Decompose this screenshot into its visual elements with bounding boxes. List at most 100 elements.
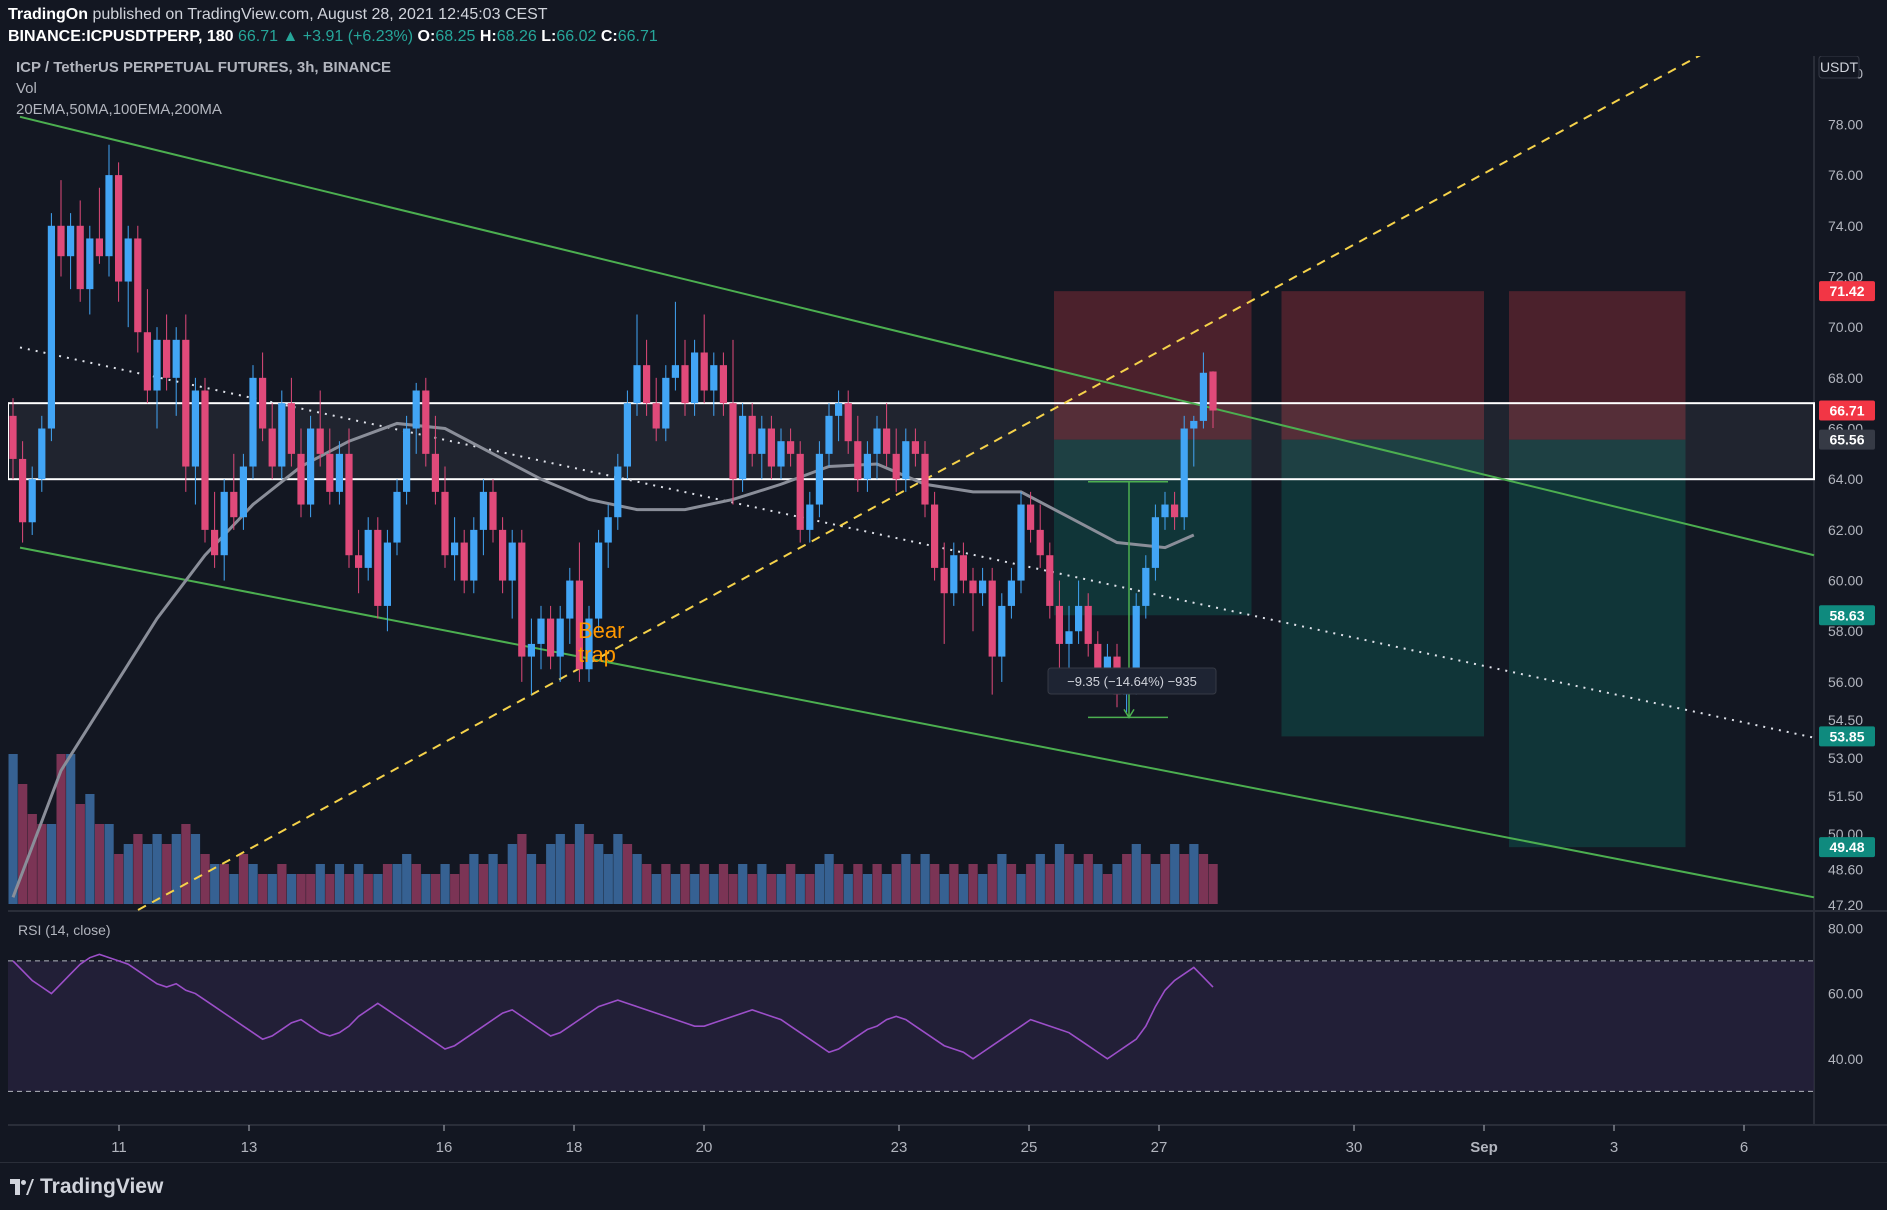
candle-body bbox=[892, 453, 900, 480]
volume-bar bbox=[987, 864, 997, 904]
candle-body bbox=[47, 225, 55, 429]
volume-bar bbox=[1170, 844, 1180, 904]
volume-bar bbox=[968, 864, 978, 904]
volume-bar bbox=[690, 874, 700, 904]
candle-body bbox=[671, 365, 679, 378]
volume-bar bbox=[8, 754, 18, 904]
volume-bar bbox=[795, 874, 805, 904]
volume-bar bbox=[757, 864, 767, 904]
candle-body bbox=[278, 403, 286, 467]
candle-body bbox=[652, 403, 660, 429]
dotted-trend-line bbox=[19, 346, 1815, 739]
candle-body bbox=[1161, 504, 1169, 518]
candle-body bbox=[585, 618, 593, 670]
candle-body bbox=[220, 491, 228, 556]
price-change: +3.91 (+6.23%) bbox=[302, 28, 414, 45]
candle-body bbox=[998, 605, 1006, 657]
candle-body bbox=[748, 415, 756, 454]
candle-body bbox=[268, 428, 276, 467]
price-tick-label: 54.50 bbox=[1828, 712, 1863, 728]
volume-bar bbox=[421, 874, 431, 904]
volume-bar bbox=[939, 874, 949, 904]
volume-bar bbox=[536, 864, 546, 904]
candle-body bbox=[153, 339, 161, 391]
candle-body bbox=[777, 441, 785, 467]
candle-body bbox=[1190, 420, 1198, 429]
price-tick-label: 72.00 bbox=[1828, 268, 1863, 284]
volume-bar bbox=[699, 864, 709, 904]
volume-bar bbox=[248, 864, 258, 904]
volume-bar bbox=[190, 834, 201, 904]
measure-label: −9.35 (−14.64%) −935 bbox=[1067, 674, 1197, 689]
tradingview-logo[interactable]: TradingView bbox=[10, 1175, 163, 1199]
volume-bar bbox=[584, 834, 594, 904]
candle-body bbox=[143, 332, 151, 391]
volume-bar bbox=[949, 864, 959, 904]
low-label: L: bbox=[541, 28, 557, 45]
candle-body bbox=[115, 175, 123, 282]
volume-bar bbox=[738, 864, 748, 904]
volume-bar bbox=[1016, 874, 1026, 904]
candle-body bbox=[566, 580, 574, 619]
volume-bar bbox=[94, 824, 105, 904]
volume-bar bbox=[728, 874, 738, 904]
volume-bar bbox=[507, 844, 517, 904]
volume-bar bbox=[776, 874, 786, 904]
take-profit-zone bbox=[1509, 439, 1686, 848]
candle-body bbox=[662, 377, 670, 429]
volume-bar bbox=[718, 864, 729, 904]
volume-bar bbox=[862, 874, 873, 904]
volume-bar bbox=[402, 854, 412, 904]
candle-body bbox=[86, 238, 94, 290]
price-badge bbox=[1819, 429, 1875, 450]
rsi-legend: RSI (14, close) bbox=[18, 922, 111, 938]
volume-bar bbox=[632, 854, 642, 904]
candle-body bbox=[508, 542, 516, 581]
price-tick-label: 62.00 bbox=[1828, 522, 1863, 538]
candle-body bbox=[19, 458, 27, 523]
candle-body bbox=[1199, 372, 1207, 421]
rsi-tick-label: 80.00 bbox=[1828, 920, 1863, 936]
candle-body bbox=[1094, 643, 1102, 670]
volume-bar bbox=[1198, 854, 1209, 904]
candle-body bbox=[883, 428, 891, 454]
candle-body bbox=[422, 390, 430, 454]
volume-bar bbox=[459, 864, 469, 904]
stop-loss-zone bbox=[1054, 291, 1252, 440]
volume-bar bbox=[709, 874, 719, 904]
time-tick-label: 23 bbox=[891, 1139, 908, 1156]
candle-body bbox=[950, 555, 958, 594]
volume-bar bbox=[1074, 864, 1084, 904]
volume-bar bbox=[651, 874, 661, 904]
volume-bar bbox=[66, 754, 76, 904]
volume-bar bbox=[142, 844, 153, 904]
price-tick-label: 74.00 bbox=[1828, 218, 1863, 234]
volume-bar bbox=[1083, 854, 1093, 904]
time-tick-label: Sep bbox=[1470, 1139, 1498, 1156]
stop-loss-zone bbox=[1509, 291, 1686, 440]
candle-body bbox=[383, 542, 391, 606]
dashed-trend-line bbox=[137, 50, 1709, 911]
price-tick-label: 47.20 bbox=[1828, 897, 1863, 913]
candle-body bbox=[604, 517, 612, 543]
candle-body bbox=[470, 529, 478, 581]
volume-bar bbox=[171, 834, 181, 904]
volume-bar bbox=[488, 854, 498, 904]
publisher-name[interactable]: TradingOn bbox=[8, 6, 88, 23]
low-value: 66.02 bbox=[556, 28, 597, 45]
candle-body bbox=[691, 352, 699, 404]
volume-bar bbox=[997, 854, 1007, 904]
volume-bar bbox=[958, 874, 969, 904]
price-tick-label: 51.50 bbox=[1828, 788, 1863, 804]
candle-body bbox=[527, 643, 535, 657]
candle-body bbox=[374, 529, 382, 606]
bear-trap-label: trap bbox=[578, 642, 616, 667]
candle-body bbox=[316, 428, 324, 454]
candle-body bbox=[815, 453, 823, 505]
candle-body bbox=[95, 238, 103, 257]
candle-body bbox=[614, 466, 622, 518]
footer: TradingView bbox=[0, 1162, 1887, 1210]
candle-body bbox=[854, 441, 862, 480]
